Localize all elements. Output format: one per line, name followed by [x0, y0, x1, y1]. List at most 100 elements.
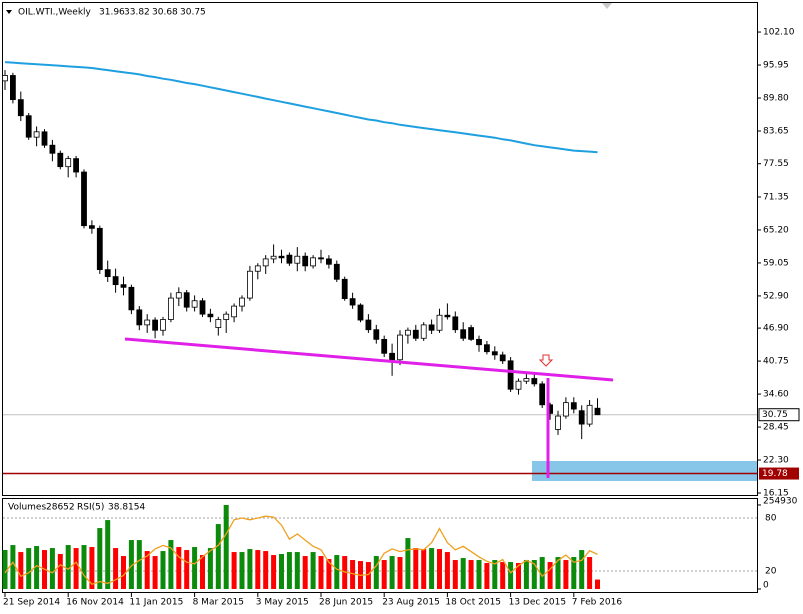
candle-body: [73, 158, 79, 173]
candle-body: [17, 99, 24, 117]
volume-bar: [34, 546, 40, 589]
volume-bar: [492, 560, 498, 589]
candle-body: [578, 410, 585, 425]
candle-body: [9, 75, 16, 101]
volume-bar: [421, 549, 427, 589]
volume-bar: [476, 560, 482, 589]
candle-body: [207, 313, 214, 318]
y-tick-label: 28.45: [763, 423, 789, 433]
volume-bar: [160, 551, 166, 589]
candle-body: [191, 300, 198, 308]
volume-bar: [2, 550, 8, 589]
candle-body: [128, 286, 135, 311]
candle-body: [302, 255, 309, 267]
candle-body: [460, 329, 467, 339]
candle-body: [2, 75, 8, 82]
y-tick-label: 95.95: [763, 61, 789, 71]
x-tick-label: 21 Sep 2014: [3, 598, 60, 608]
rsi-current: 38.8154: [108, 503, 145, 513]
candle-body: [468, 327, 475, 340]
candle-body: [310, 257, 317, 267]
candle-body: [167, 297, 174, 320]
volume-bar: [350, 560, 356, 589]
volume-bar: [531, 560, 537, 589]
candle-body: [563, 402, 569, 417]
volume-bar: [539, 557, 545, 589]
rsi-tick-label: 20: [765, 566, 777, 576]
volume-bar: [286, 552, 292, 589]
candle-body: [452, 316, 459, 331]
y-tick-label: 52.90: [763, 291, 789, 301]
candle-body: [160, 319, 166, 331]
indicator-pane-frame: [2, 498, 758, 593]
volume-bar: [57, 554, 63, 589]
volume-bar: [373, 556, 379, 589]
y-tick-label: 102.10: [763, 28, 795, 38]
candle-body: [507, 360, 514, 390]
candle-body: [523, 378, 530, 382]
candle-body: [89, 225, 95, 229]
candle-body: [33, 131, 40, 138]
candle-body: [531, 378, 538, 385]
header-triangle: [6, 10, 12, 14]
volume-bar: [176, 547, 182, 589]
volume-bar: [571, 557, 577, 589]
candle-body: [278, 255, 285, 259]
volume-bar: [247, 549, 253, 589]
volume-bar: [152, 556, 158, 589]
candle-body: [96, 227, 103, 271]
candle-body: [231, 305, 238, 318]
candle-body: [515, 380, 522, 390]
candle-body: [404, 329, 411, 336]
candle-body: [57, 152, 64, 168]
y-tick-label: 71.35: [763, 192, 789, 202]
volume-bar: [168, 540, 174, 589]
volume-bar: [26, 548, 32, 589]
volume-bar: [128, 540, 134, 589]
volume-tick-label: 254930: [763, 496, 798, 506]
volume-bar: [595, 579, 600, 589]
volume-bar: [405, 538, 411, 589]
candle-body: [325, 258, 332, 265]
candle-body: [25, 115, 32, 138]
volume-bar: [73, 548, 79, 589]
volume-bar: [97, 528, 103, 589]
candle-body: [499, 354, 506, 362]
candle-body: [183, 292, 190, 308]
candle-body: [239, 297, 245, 307]
candle-body: [262, 258, 269, 267]
candle-body: [365, 319, 372, 331]
volume-bar: [81, 545, 87, 589]
candle-body: [81, 171, 87, 227]
volume-bar: [136, 540, 142, 589]
volume-bar: [547, 562, 553, 589]
x-tick-label: 18 Oct 2015: [445, 598, 501, 608]
volume-bar: [365, 562, 371, 589]
main-pane-frame: [2, 2, 758, 496]
header-low: 30.68: [152, 8, 178, 18]
candle-body: [397, 334, 403, 361]
candle-body: [215, 319, 222, 328]
y-tick-label: 22.30: [763, 456, 789, 466]
candle-body: [555, 415, 561, 430]
candle-body: [428, 324, 435, 331]
volume-tick-label: 0: [763, 581, 769, 591]
level-label: 19.78: [762, 469, 788, 479]
corner-marker: [602, 3, 612, 9]
candle-body: [120, 284, 127, 288]
volume-bar: [310, 552, 316, 589]
x-tick-label: 16 Nov 2014: [66, 598, 124, 608]
volume-bar: [444, 552, 450, 589]
volume-bar: [452, 560, 458, 589]
volume-bar: [271, 555, 277, 589]
rsi-tick-label: 80: [765, 513, 777, 523]
volumes-name: Volumes: [8, 503, 46, 513]
y-tick-label: 40.75: [763, 357, 789, 367]
volume-bar: [516, 563, 521, 589]
volume-bar: [200, 555, 205, 589]
volume-bar: [523, 560, 529, 589]
candle-body: [491, 351, 498, 356]
candle-body: [483, 344, 490, 353]
